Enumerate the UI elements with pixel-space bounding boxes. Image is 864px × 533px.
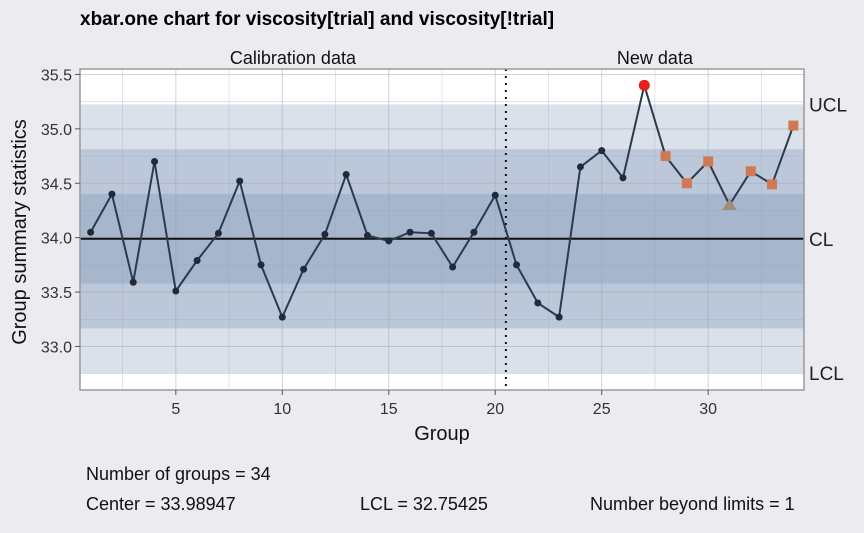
data-point xyxy=(300,265,308,273)
plot-border xyxy=(79,68,805,391)
y-tick-label: 34.0 xyxy=(41,231,72,248)
data-point xyxy=(236,177,244,185)
data-point xyxy=(342,171,350,179)
lcl-label: LCL xyxy=(809,364,844,385)
y-tick-label: 35.0 xyxy=(41,122,72,139)
x-axis-label: Group xyxy=(414,423,470,445)
ucl-label: UCL xyxy=(809,95,847,116)
data-point xyxy=(108,190,116,198)
data-point xyxy=(449,263,457,271)
stat-beyond-limits: Number beyond limits = 1 xyxy=(590,494,795,514)
stat-lcl: LCL = 32.75425 xyxy=(360,494,488,514)
section-label-0: Calibration data xyxy=(230,48,357,68)
data-point xyxy=(363,231,371,239)
data-point xyxy=(427,229,435,237)
data-point xyxy=(385,237,393,245)
data-point xyxy=(534,299,542,307)
x-tick-label: 5 xyxy=(171,401,180,418)
data-point xyxy=(257,261,265,269)
control-chart: xbar.one chart for viscosity[trial] and … xyxy=(9,9,847,445)
data-point xyxy=(278,313,286,321)
data-point xyxy=(470,228,478,236)
section-labels: Calibration data New data xyxy=(230,48,694,68)
y-axis-ticks: 33.0 33.5 34.0 34.5 35.0 35.5 xyxy=(41,67,80,356)
y-axis-label: Group summary statistics xyxy=(9,119,31,345)
control-limits: UCL CL LCL xyxy=(80,69,847,390)
data-point xyxy=(214,229,222,237)
data-point xyxy=(87,228,95,236)
data-point xyxy=(129,278,137,286)
x-tick-label: 15 xyxy=(380,401,398,418)
x-tick-label: 25 xyxy=(593,401,611,418)
data-point xyxy=(151,157,159,165)
data-point-violating xyxy=(660,151,671,162)
data-point-triangle xyxy=(722,198,737,211)
section-label-1: New data xyxy=(617,48,694,68)
data-point xyxy=(491,191,499,199)
stat-number-of-groups: Number of groups = 34 xyxy=(86,464,271,484)
stat-center: Center = 33.98947 xyxy=(86,494,236,514)
x-axis-ticks: 5 10 15 20 25 30 xyxy=(171,390,717,418)
data-point xyxy=(576,163,584,171)
data-point-violating xyxy=(703,156,714,167)
y-tick-label: 33.5 xyxy=(41,285,72,302)
data-points xyxy=(87,79,799,321)
y-tick-label: 35.5 xyxy=(41,67,72,84)
data-series xyxy=(89,81,795,320)
y-tick-label: 34.5 xyxy=(41,176,72,193)
data-point xyxy=(598,147,606,155)
data-point xyxy=(513,261,521,269)
cl-label: CL xyxy=(809,230,833,251)
data-point-violating xyxy=(788,120,799,131)
x-tick-label: 20 xyxy=(486,401,504,418)
data-point xyxy=(193,257,201,265)
x-tick-label: 30 xyxy=(699,401,717,418)
data-point xyxy=(555,313,563,321)
data-point xyxy=(406,228,414,236)
chart-title: xbar.one chart for viscosity[trial] and … xyxy=(80,9,554,30)
data-point xyxy=(172,287,180,295)
data-point-violating xyxy=(767,179,778,190)
series-line xyxy=(89,81,795,320)
data-point-violating xyxy=(745,166,756,177)
data-point xyxy=(321,230,329,238)
data-point-violating xyxy=(681,178,692,189)
data-point xyxy=(619,174,627,182)
x-tick-label: 10 xyxy=(273,401,291,418)
y-tick-label: 33.0 xyxy=(41,339,72,356)
data-point-beyond-limits xyxy=(638,79,650,91)
